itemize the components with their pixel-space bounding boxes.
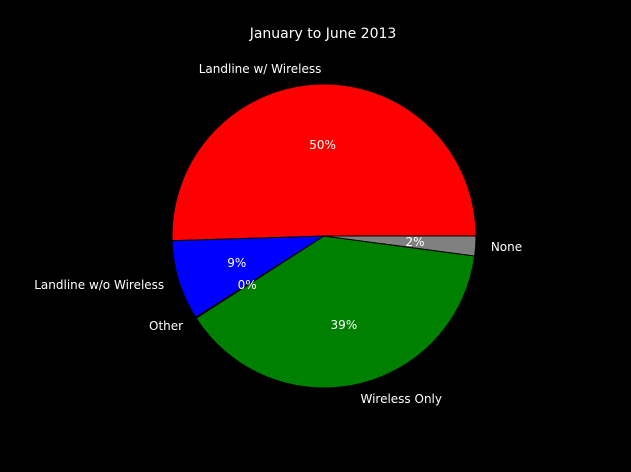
slice-percent-3: 39% <box>331 318 358 332</box>
slice-percent-0: 50% <box>309 138 336 152</box>
chart-title: January to June 2013 <box>249 26 397 42</box>
slice-percent-2: 0% <box>238 278 257 292</box>
slice-percent-4: 2% <box>405 235 424 249</box>
pie-slice-0 <box>171 83 477 242</box>
slice-label-4: None <box>491 240 522 254</box>
pie-slice-3 <box>195 235 476 389</box>
slice-label-2: Other <box>149 319 183 333</box>
slice-label-1: Landline w/o Wireless <box>34 278 164 292</box>
slice-percent-1: 9% <box>227 256 246 270</box>
pie-slice-4 <box>323 235 477 257</box>
slice-label-0: Landline w/ Wireless <box>199 62 322 76</box>
pie-labels: Landline w/ Wireless 50% Landline w/o Wire… <box>34 62 522 406</box>
slice-label-3: Wireless Only <box>360 392 442 406</box>
pie-slices <box>171 83 477 389</box>
